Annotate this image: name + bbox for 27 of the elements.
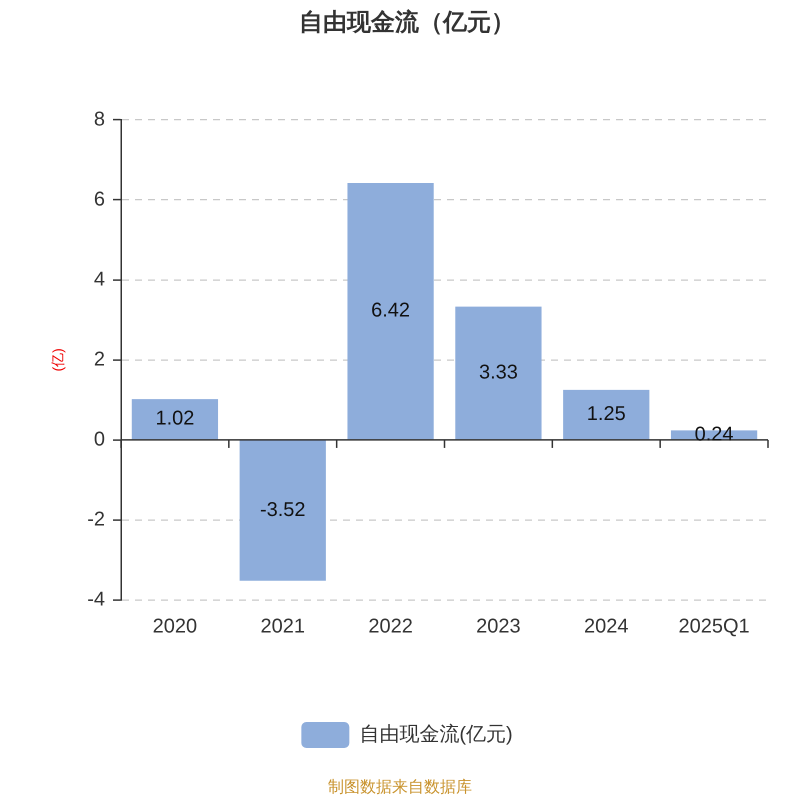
x-tick-label: 2024 [584,616,628,638]
legend-label: 自由现金流(亿元) [359,724,513,746]
y-axis-title: (亿) [49,348,66,372]
data-label: 1.25 [586,403,626,426]
x-tick-label: 2022 [368,616,413,638]
bar [563,390,650,440]
bar [347,183,434,440]
data-label: -3.52 [260,499,306,522]
y-tick-label: 4 [94,268,105,290]
x-tick-label: 2025Q1 [678,616,750,638]
y-tick-label: 2 [94,348,105,370]
data-label: 1.02 [155,408,194,430]
y-tick-label: 0 [94,428,105,450]
data-label: 6.42 [371,300,410,322]
x-tick-label: 2023 [476,616,521,638]
y-tick-label: 8 [94,108,105,130]
bar [132,399,218,440]
text: 制图数据来自数据库 [328,778,472,798]
y-tick-label: 6 [94,188,105,210]
x-tick-label: 2020 [152,616,198,638]
y-tick-label: -2 [87,508,105,530]
chart-title: 自由现金流（亿元） [299,9,515,36]
y-tick-label: -4 [87,588,105,611]
bar [240,440,326,581]
x-tick-label: 2021 [260,616,305,638]
data-label: 3.33 [478,362,518,384]
bar [455,306,542,440]
